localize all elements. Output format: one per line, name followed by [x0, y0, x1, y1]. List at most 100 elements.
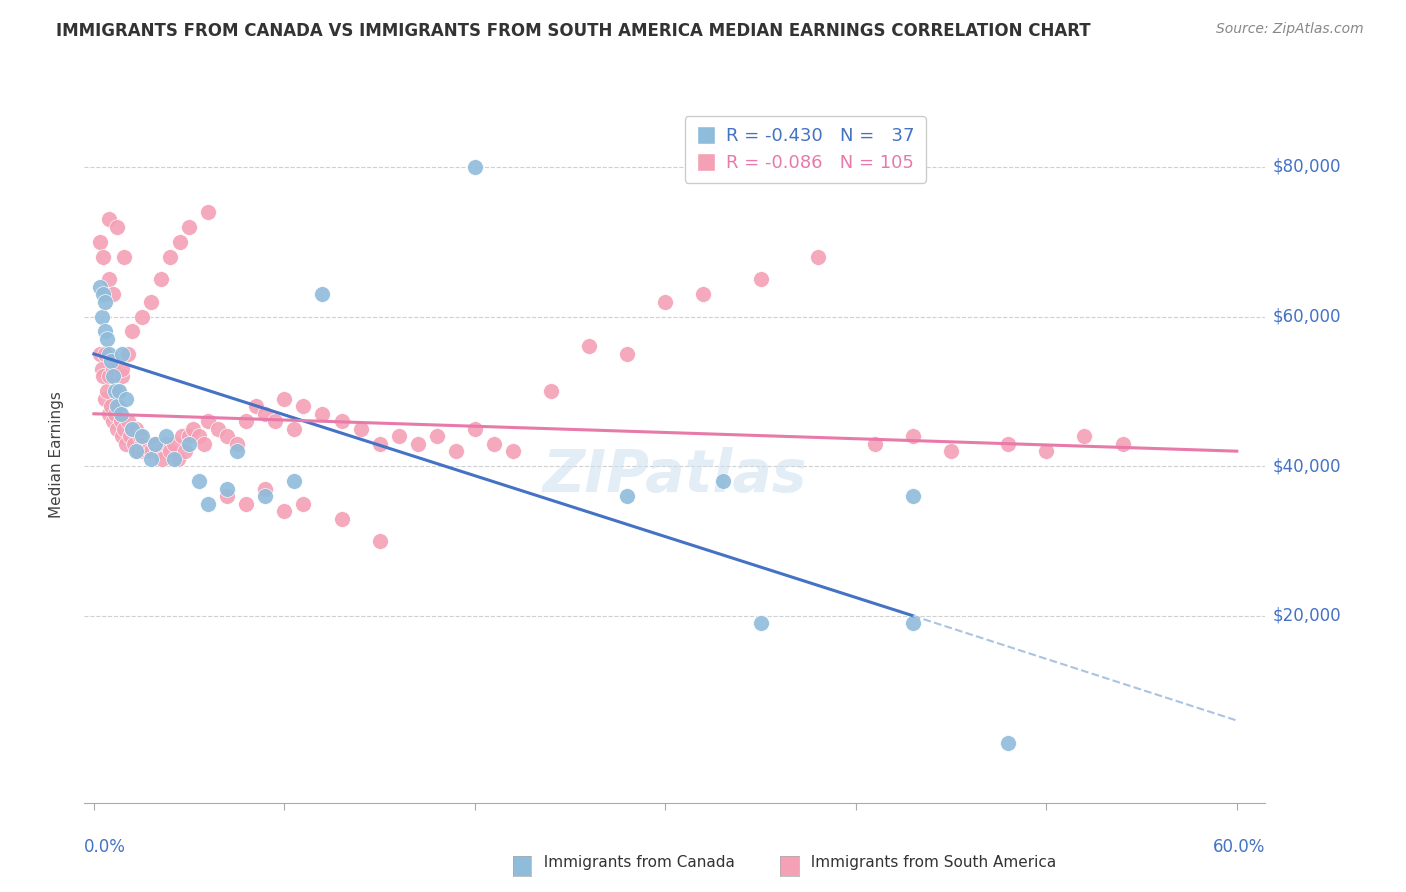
- Point: [121, 422, 143, 436]
- Point: [444, 444, 467, 458]
- Point: [111, 369, 134, 384]
- Legend: R = -0.430   N =   37, R = -0.086   N = 105: R = -0.430 N = 37, R = -0.086 N = 105: [685, 116, 925, 183]
- Point: [263, 414, 285, 428]
- Point: [105, 399, 128, 413]
- Point: [143, 436, 166, 450]
- Point: [111, 347, 134, 361]
- Point: [101, 369, 124, 384]
- Point: [115, 436, 138, 450]
- Point: [187, 474, 209, 488]
- Text: Source: ZipAtlas.com: Source: ZipAtlas.com: [1216, 22, 1364, 37]
- Point: [225, 436, 247, 450]
- Y-axis label: Median Earnings: Median Earnings: [49, 392, 63, 518]
- Point: [125, 422, 148, 436]
- Point: [169, 235, 191, 249]
- Point: [152, 451, 174, 466]
- Point: [98, 347, 121, 361]
- Point: [94, 294, 117, 309]
- Point: [115, 392, 138, 406]
- Point: [94, 325, 117, 339]
- Point: [107, 384, 129, 399]
- Point: [217, 489, 239, 503]
- Point: [89, 279, 111, 293]
- Point: [90, 362, 112, 376]
- Point: [406, 436, 429, 450]
- Point: [120, 429, 142, 443]
- Point: [96, 332, 118, 346]
- Point: [145, 444, 167, 458]
- Point: [100, 354, 122, 368]
- Text: Immigrants from Canada: Immigrants from Canada: [534, 855, 735, 870]
- Point: [149, 444, 172, 458]
- Point: [254, 407, 277, 421]
- Point: [207, 422, 229, 436]
- Point: [121, 422, 143, 436]
- Point: [101, 287, 124, 301]
- Text: $20,000: $20,000: [1272, 607, 1341, 624]
- Point: [105, 422, 128, 436]
- Point: [464, 160, 486, 174]
- Text: Immigrants from South America: Immigrants from South America: [801, 855, 1057, 870]
- Point: [939, 444, 962, 458]
- Point: [368, 533, 391, 548]
- Point: [163, 451, 186, 466]
- Text: $40,000: $40,000: [1272, 457, 1341, 475]
- Point: [105, 384, 128, 399]
- Point: [254, 489, 277, 503]
- Point: [426, 429, 449, 443]
- Text: $80,000: $80,000: [1272, 158, 1341, 176]
- Point: [181, 422, 204, 436]
- Point: [131, 429, 153, 443]
- Point: [654, 294, 676, 309]
- Point: [217, 429, 239, 443]
- Point: [89, 347, 111, 361]
- Point: [197, 414, 219, 428]
- Point: [127, 444, 149, 458]
- Point: [578, 339, 600, 353]
- Point: [187, 429, 209, 443]
- Point: [193, 436, 215, 450]
- Point: [139, 444, 162, 458]
- Point: [179, 219, 201, 234]
- Point: [159, 444, 181, 458]
- Point: [98, 212, 121, 227]
- Point: [311, 407, 333, 421]
- Point: [1035, 444, 1057, 458]
- Point: [997, 436, 1019, 450]
- Point: [863, 436, 886, 450]
- Point: [349, 422, 371, 436]
- Point: [901, 616, 924, 631]
- Point: [292, 497, 315, 511]
- Point: [464, 422, 486, 436]
- Point: [90, 310, 112, 324]
- Point: [98, 407, 121, 421]
- Point: [107, 399, 129, 413]
- Point: [283, 422, 305, 436]
- Point: [311, 287, 333, 301]
- Point: [235, 497, 257, 511]
- Point: [225, 444, 247, 458]
- Point: [96, 384, 118, 399]
- Point: [104, 407, 127, 421]
- Point: [254, 482, 277, 496]
- Point: [711, 474, 734, 488]
- Point: [93, 250, 115, 264]
- Point: [330, 414, 353, 428]
- Point: [749, 616, 772, 631]
- Point: [692, 287, 714, 301]
- Point: [155, 436, 177, 450]
- Point: [98, 272, 121, 286]
- Point: [117, 414, 139, 428]
- Point: [197, 497, 219, 511]
- Point: [273, 504, 295, 518]
- Point: [149, 272, 172, 286]
- Point: [122, 436, 145, 450]
- Text: ZIPatlas: ZIPatlas: [543, 447, 807, 504]
- Point: [101, 362, 124, 376]
- Point: [139, 451, 162, 466]
- Point: [93, 369, 115, 384]
- Point: [540, 384, 562, 399]
- Point: [111, 429, 134, 443]
- Point: [235, 414, 257, 428]
- Point: [997, 736, 1019, 750]
